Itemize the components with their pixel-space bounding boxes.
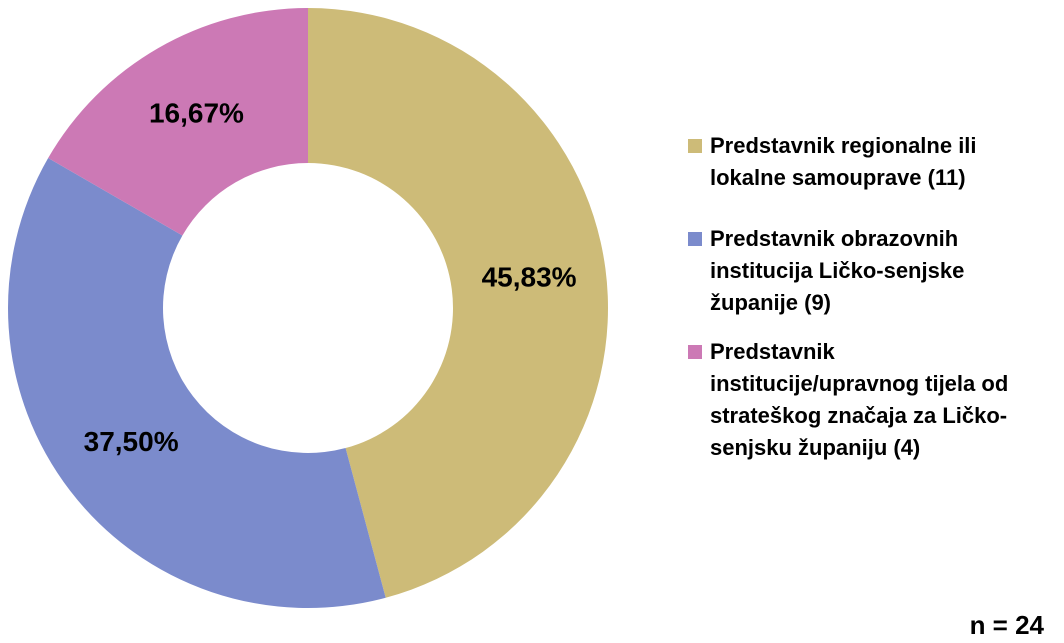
legend-label: Predstavnik institucije/upravnog tijela … [710,339,1009,460]
legend-item: Predstavnik institucije/upravnog tijela … [688,336,1048,464]
donut-slice [48,8,308,236]
legend-swatch [688,345,702,359]
slice-label: 45,83% [482,261,577,292]
legend-swatch [688,139,702,153]
chart: 45,83% 37,50% 16,67% [8,8,609,608]
legend-label: Predstavnik regionalne ili lokalne samou… [710,133,977,190]
legend-swatch [688,232,702,246]
legend-label: Predstavnik obrazovnih institucija Ličko… [710,226,965,315]
donut-slice [308,8,609,598]
sample-size: n = 24 [969,610,1044,640]
legend-item: Predstavnik regionalne ili lokalne samou… [688,130,1048,194]
legend-item: Predstavnik obrazovnih institucija Ličko… [688,223,1048,319]
slice-label: 16,67% [149,97,244,128]
slice-label: 37,50% [84,426,179,457]
donut-slice [8,158,386,608]
legend: Predstavnik regionalne ili lokalne samou… [688,130,1048,493]
